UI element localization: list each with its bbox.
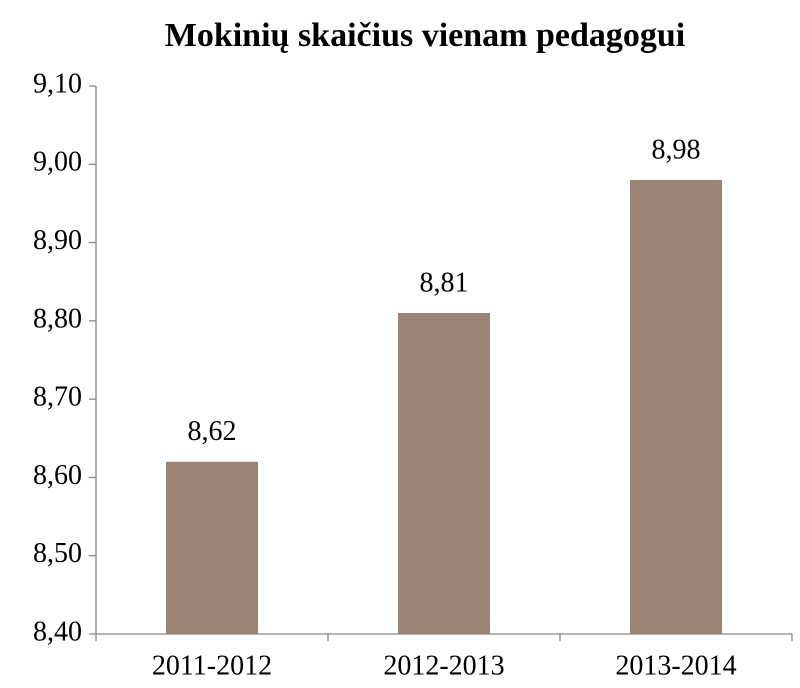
bar <box>630 179 722 634</box>
y-tick-label: 8,70 <box>33 382 82 413</box>
y-tick-label: 9,10 <box>33 68 82 99</box>
x-tick-label: 2012-2013 <box>383 650 504 681</box>
x-tick-label: 2013-2014 <box>615 650 736 681</box>
y-tick-label: 8,60 <box>33 460 82 491</box>
bar <box>166 461 258 634</box>
bar <box>398 313 490 634</box>
data-label: 8,98 <box>652 134 701 165</box>
y-tick-label: 8,90 <box>33 225 82 256</box>
data-label: 8,62 <box>188 416 237 447</box>
data-label: 8,81 <box>420 267 469 298</box>
chart-title: Mokinių skaičius vienam pedagogui <box>165 17 686 54</box>
y-tick-label: 8,50 <box>33 538 82 569</box>
x-tick-label: 2011-2012 <box>152 650 272 681</box>
y-tick-label: 9,00 <box>33 147 82 178</box>
y-tick-label: 8,40 <box>33 616 82 647</box>
y-tick-label: 8,80 <box>33 303 82 334</box>
